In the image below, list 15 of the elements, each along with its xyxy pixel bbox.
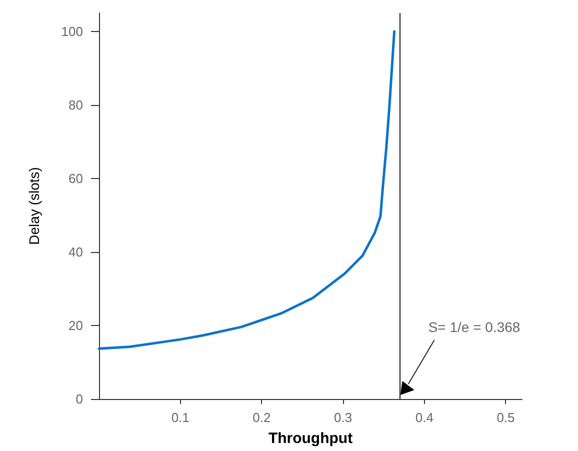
y-tick-label: 80 [68, 97, 83, 112]
x-tick-label: 0.3 [334, 410, 352, 425]
x-tick-label: 0.4 [415, 410, 434, 425]
x-tick-label: 0.5 [496, 410, 515, 425]
y-tick-label: 40 [68, 244, 83, 260]
ref-line-label: S= 1/e = 0.368 [428, 319, 520, 335]
y-axis-title: Delay (slots) [26, 167, 42, 245]
x-tick-label: 0.1 [171, 410, 190, 425]
line-series [98, 30, 396, 350]
y-tick-label: 60 [68, 170, 83, 186]
y-tick-label: 20 [68, 318, 83, 333]
y-tick-label: 100 [61, 24, 83, 39]
x-axis-title: Throughput [268, 430, 353, 447]
y-tick-label: 0 [76, 392, 83, 406]
x-tick-label: 0.2 [252, 410, 271, 425]
